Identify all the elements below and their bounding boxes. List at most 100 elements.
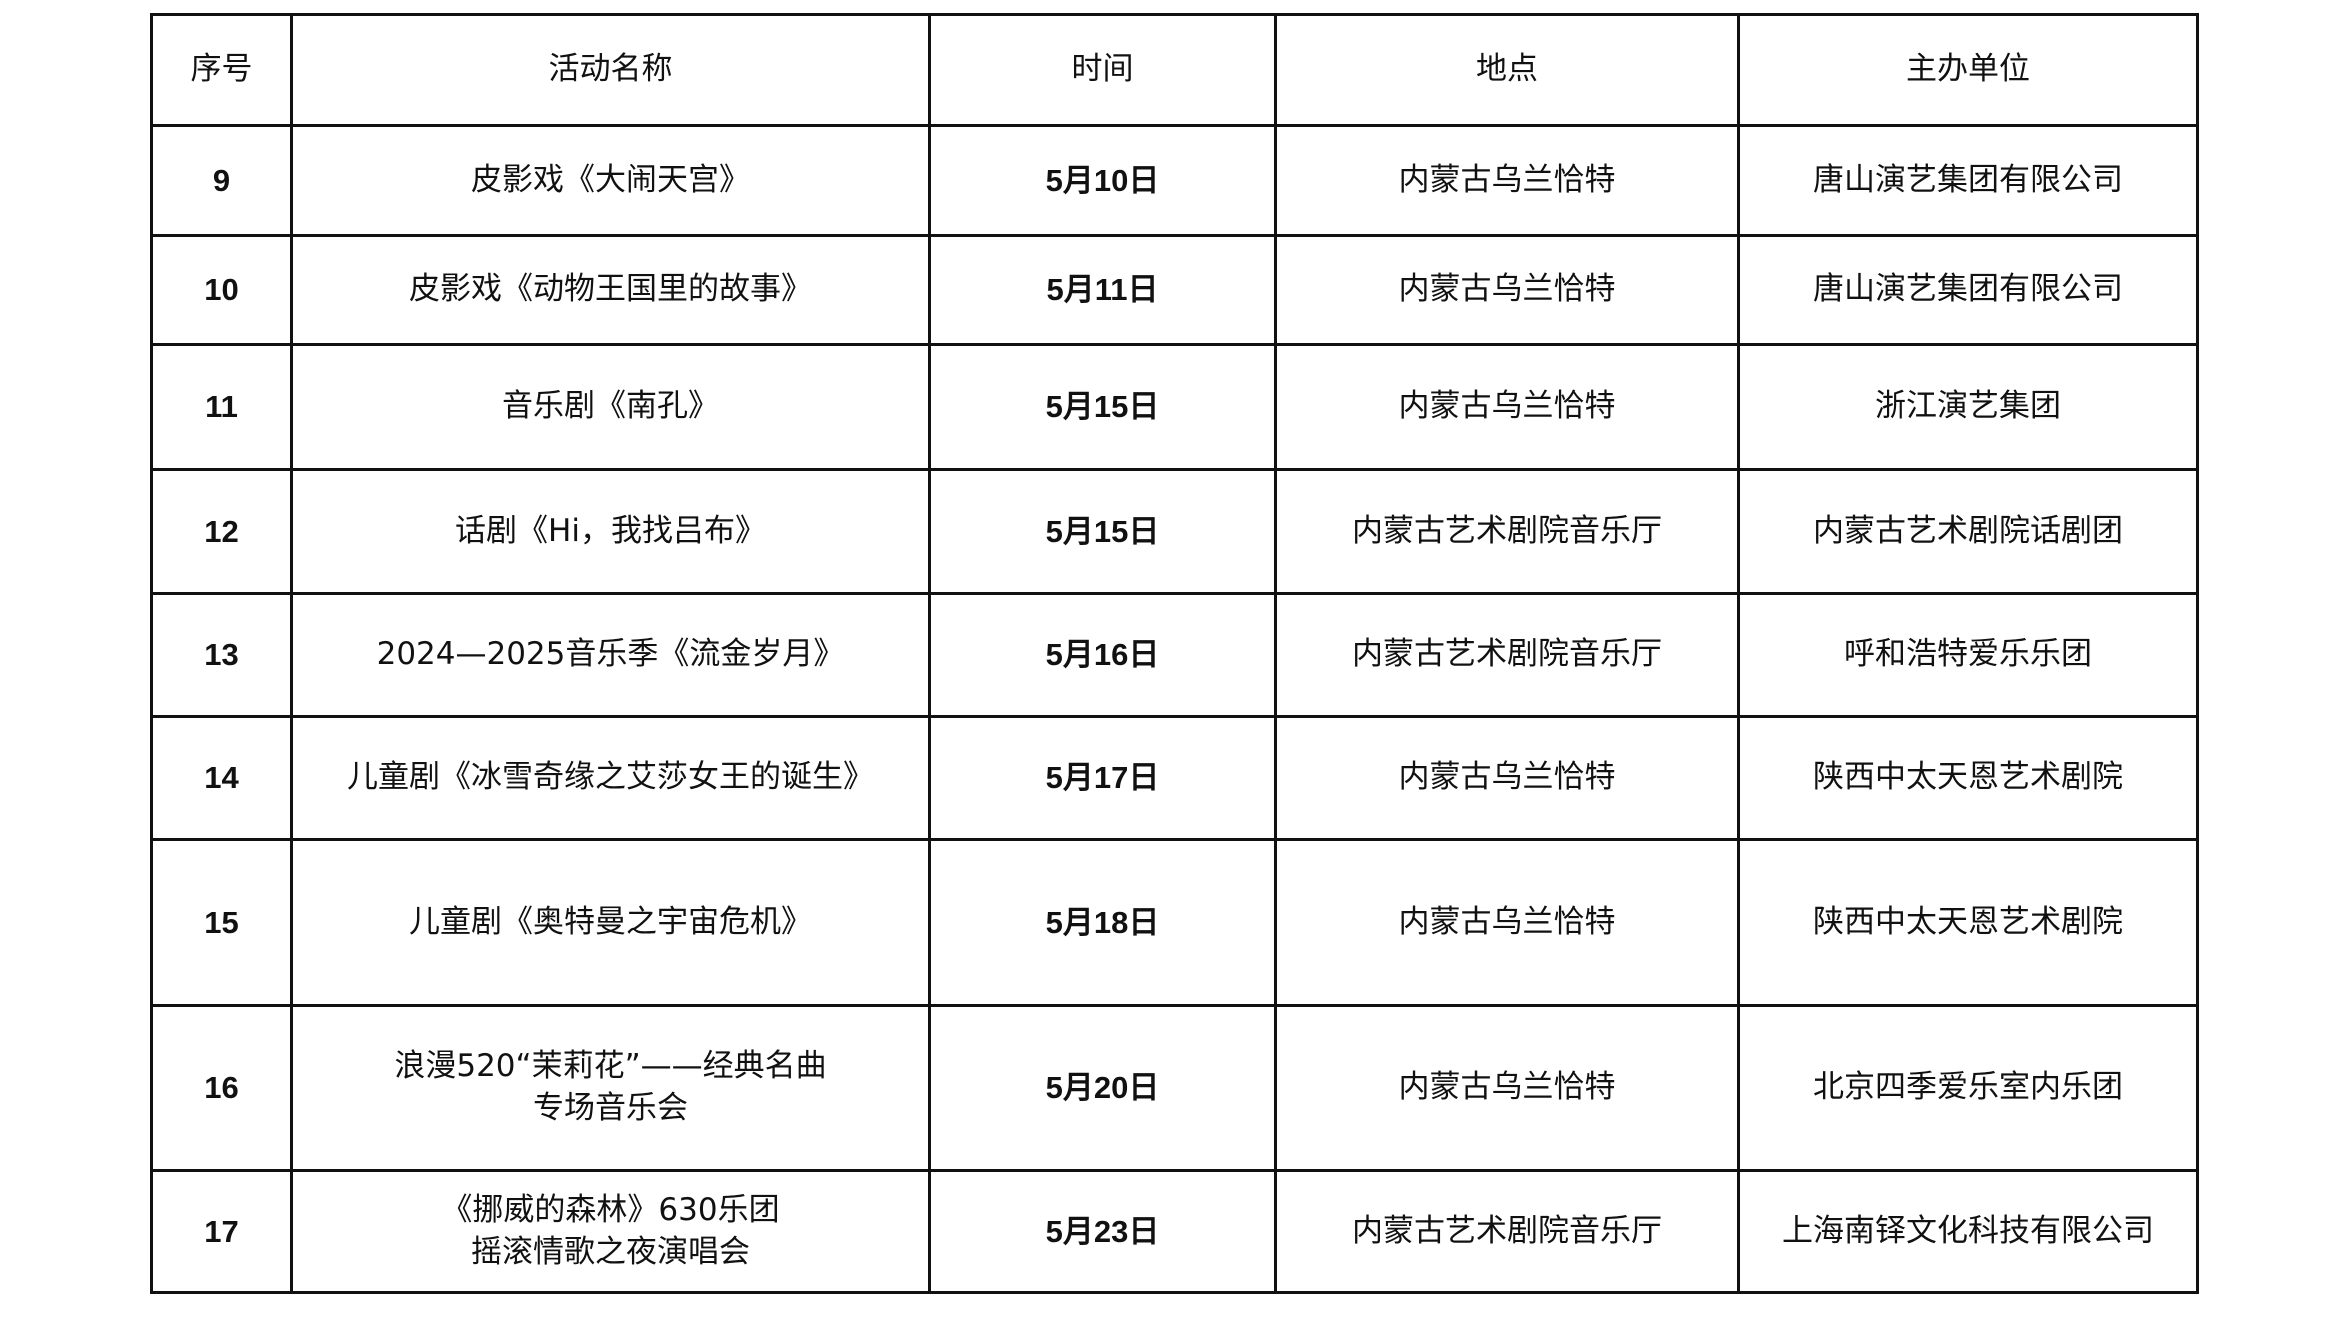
activity-place: 内蒙古乌兰恰特 xyxy=(1398,903,1616,940)
cell-no: 12 xyxy=(150,468,293,595)
row-number: 15 xyxy=(204,904,239,940)
activity-name: 皮影戏《大闹天宫》 xyxy=(471,161,750,198)
cell-org: 呼和浩特爱乐乐团 xyxy=(1737,592,2199,718)
activity-date: 5月17日 xyxy=(1045,760,1160,796)
row-number: 16 xyxy=(204,1070,239,1106)
table-row: 10 皮影戏《动物王国里的故事》 5月11日 内蒙古乌兰恰特 唐山演艺集团有限公司 xyxy=(150,234,2199,346)
cell-place: 内蒙古艺术剧院音乐厅 xyxy=(1274,1169,1740,1294)
header-name: 活动名称 xyxy=(290,13,931,127)
activity-place: 内蒙古艺术剧院音乐厅 xyxy=(1352,1212,1662,1249)
cell-name: 2024—2025音乐季《流金岁月》 xyxy=(290,592,931,718)
activity-name: 皮影戏《动物王国里的故事》 xyxy=(409,271,812,308)
activity-date: 5月11日 xyxy=(1046,272,1159,308)
activity-date: 5月16日 xyxy=(1045,637,1160,673)
activity-place: 内蒙古乌兰恰特 xyxy=(1398,388,1616,425)
activity-place: 内蒙古乌兰恰特 xyxy=(1398,271,1616,308)
activity-name-line2: 摇滚情歌之夜演唱会 xyxy=(471,1233,750,1270)
row-number: 10 xyxy=(204,272,239,308)
activity-organizer: 唐山演艺集团有限公司 xyxy=(1813,271,2123,308)
row-number: 9 xyxy=(212,162,231,198)
cell-org: 陕西中太天恩艺术剧院 xyxy=(1737,838,2199,1007)
activity-date: 5月20日 xyxy=(1045,1070,1160,1106)
cell-name: 儿童剧《冰雪奇缘之艾莎女王的诞生》 xyxy=(290,715,931,841)
activity-date: 5月10日 xyxy=(1045,162,1160,198)
cell-name: 音乐剧《南孔》 xyxy=(290,343,931,471)
activity-date: 5月15日 xyxy=(1045,389,1160,425)
row-number: 12 xyxy=(204,513,239,549)
header-row: 序号 活动名称 时间 地点 主办单位 xyxy=(150,13,2199,127)
cell-org: 内蒙古艺术剧院话剧团 xyxy=(1737,468,2199,595)
cell-no: 13 xyxy=(150,592,293,718)
cell-org: 唐山演艺集团有限公司 xyxy=(1737,234,2199,346)
activity-name: 话剧《Hi，我找吕布》 xyxy=(455,512,766,549)
activity-organizer: 陕西中太天恩艺术剧院 xyxy=(1813,759,2123,796)
activity-name: 浪漫520“茉莉花”——经典名曲 xyxy=(394,1048,827,1085)
cell-name: 《挪威的森林》630乐团 摇滚情歌之夜演唱会 xyxy=(290,1169,931,1294)
table-row: 9 皮影戏《大闹天宫》 5月10日 内蒙古乌兰恰特 唐山演艺集团有限公司 xyxy=(150,124,2199,237)
cell-no: 10 xyxy=(150,234,293,346)
cell-org: 唐山演艺集团有限公司 xyxy=(1737,124,2199,237)
row-number: 17 xyxy=(204,1213,239,1249)
cell-date: 5月16日 xyxy=(928,592,1277,718)
activity-name: 儿童剧《奥特曼之宇宙危机》 xyxy=(409,903,812,940)
activity-organizer: 北京四季爱乐室内乐团 xyxy=(1813,1069,2123,1106)
cell-place: 内蒙古乌兰恰特 xyxy=(1274,1004,1740,1172)
cell-no: 17 xyxy=(150,1169,293,1294)
activity-organizer: 呼和浩特爱乐乐团 xyxy=(1844,636,2092,673)
activity-date: 5月23日 xyxy=(1045,1213,1160,1249)
cell-name: 儿童剧《奥特曼之宇宙危机》 xyxy=(290,838,931,1007)
table-row: 15 儿童剧《奥特曼之宇宙危机》 5月18日 内蒙古乌兰恰特 陕西中太天恩艺术剧院 xyxy=(150,838,2199,1007)
cell-place: 内蒙古乌兰恰特 xyxy=(1274,234,1740,346)
activity-date: 5月15日 xyxy=(1045,513,1160,549)
cell-place: 内蒙古乌兰恰特 xyxy=(1274,838,1740,1007)
cell-no: 14 xyxy=(150,715,293,841)
activity-date: 5月18日 xyxy=(1045,904,1160,940)
activity-place: 内蒙古乌兰恰特 xyxy=(1398,161,1616,198)
header-date: 时间 xyxy=(928,13,1277,127)
activity-organizer: 唐山演艺集团有限公司 xyxy=(1813,161,2123,198)
cell-no: 15 xyxy=(150,838,293,1007)
table-row: 14 儿童剧《冰雪奇缘之艾莎女王的诞生》 5月17日 内蒙古乌兰恰特 陕西中太天恩艺术剧… xyxy=(150,715,2199,841)
activity-name: 《挪威的森林》630乐团 xyxy=(441,1191,780,1228)
activity-name-line2: 专场音乐会 xyxy=(533,1090,688,1126)
cell-name: 皮影戏《大闹天宫》 xyxy=(290,124,931,237)
cell-name: 皮影戏《动物王国里的故事》 xyxy=(290,234,931,346)
table-row: 16 浪漫520“茉莉花”——经典名曲 专场音乐会 5月20日 内蒙古乌兰恰特 北京四季爱… xyxy=(150,1004,2199,1172)
events-table: 序号 活动名称 时间 地点 主办单位 9 皮影戏《大闹天宫》 5月10日 内蒙古乌兰恰… xyxy=(150,13,2199,1294)
cell-name: 话剧《Hi，我找吕布》 xyxy=(290,468,931,595)
cell-date: 5月11日 xyxy=(928,234,1277,346)
activity-organizer: 陕西中太天恩艺术剧院 xyxy=(1813,903,2123,940)
activity-organizer: 内蒙古艺术剧院话剧团 xyxy=(1813,512,2123,549)
activity-place: 内蒙古乌兰恰特 xyxy=(1398,1069,1616,1106)
cell-date: 5月17日 xyxy=(928,715,1277,841)
cell-no: 11 xyxy=(150,343,293,471)
activity-name: 2024—2025音乐季《流金岁月》 xyxy=(376,636,845,673)
cell-date: 5月23日 xyxy=(928,1169,1277,1294)
cell-place: 内蒙古乌兰恰特 xyxy=(1274,124,1740,237)
cell-date: 5月20日 xyxy=(928,1004,1277,1172)
row-number: 11 xyxy=(205,389,238,425)
cell-place: 内蒙古乌兰恰特 xyxy=(1274,715,1740,841)
cell-date: 5月18日 xyxy=(928,838,1277,1007)
cell-place: 内蒙古乌兰恰特 xyxy=(1274,343,1740,471)
table-row: 13 2024—2025音乐季《流金岁月》 5月16日 内蒙古艺术剧院音乐厅 呼和浩特爱… xyxy=(150,592,2199,718)
cell-no: 16 xyxy=(150,1004,293,1172)
cell-place: 内蒙古艺术剧院音乐厅 xyxy=(1274,592,1740,718)
activity-place: 内蒙古乌兰恰特 xyxy=(1398,759,1616,796)
cell-org: 陕西中太天恩艺术剧院 xyxy=(1737,715,2199,841)
activity-place: 内蒙古艺术剧院音乐厅 xyxy=(1352,636,1662,673)
cell-date: 5月15日 xyxy=(928,468,1277,595)
header-place: 地点 xyxy=(1274,13,1740,127)
header-org: 主办单位 xyxy=(1737,13,2199,127)
row-number: 14 xyxy=(204,760,239,796)
cell-no: 9 xyxy=(150,124,293,237)
activity-place: 内蒙古艺术剧院音乐厅 xyxy=(1352,512,1662,549)
cell-place: 内蒙古艺术剧院音乐厅 xyxy=(1274,468,1740,595)
activity-organizer: 上海南铎文化科技有限公司 xyxy=(1782,1212,2154,1249)
cell-date: 5月15日 xyxy=(928,343,1277,471)
table-row: 17 《挪威的森林》630乐团 摇滚情歌之夜演唱会 5月23日 内蒙古艺术剧院音乐厅 上海… xyxy=(150,1169,2199,1294)
table-row: 12 话剧《Hi，我找吕布》 5月15日 内蒙古艺术剧院音乐厅 内蒙古艺术剧院话剧团 xyxy=(150,468,2199,595)
table-row: 11 音乐剧《南孔》 5月15日 内蒙古乌兰恰特 浙江演艺集团 xyxy=(150,343,2199,471)
activity-name: 儿童剧《冰雪奇缘之艾莎女王的诞生》 xyxy=(347,759,874,796)
activity-name: 音乐剧《南孔》 xyxy=(502,388,719,425)
